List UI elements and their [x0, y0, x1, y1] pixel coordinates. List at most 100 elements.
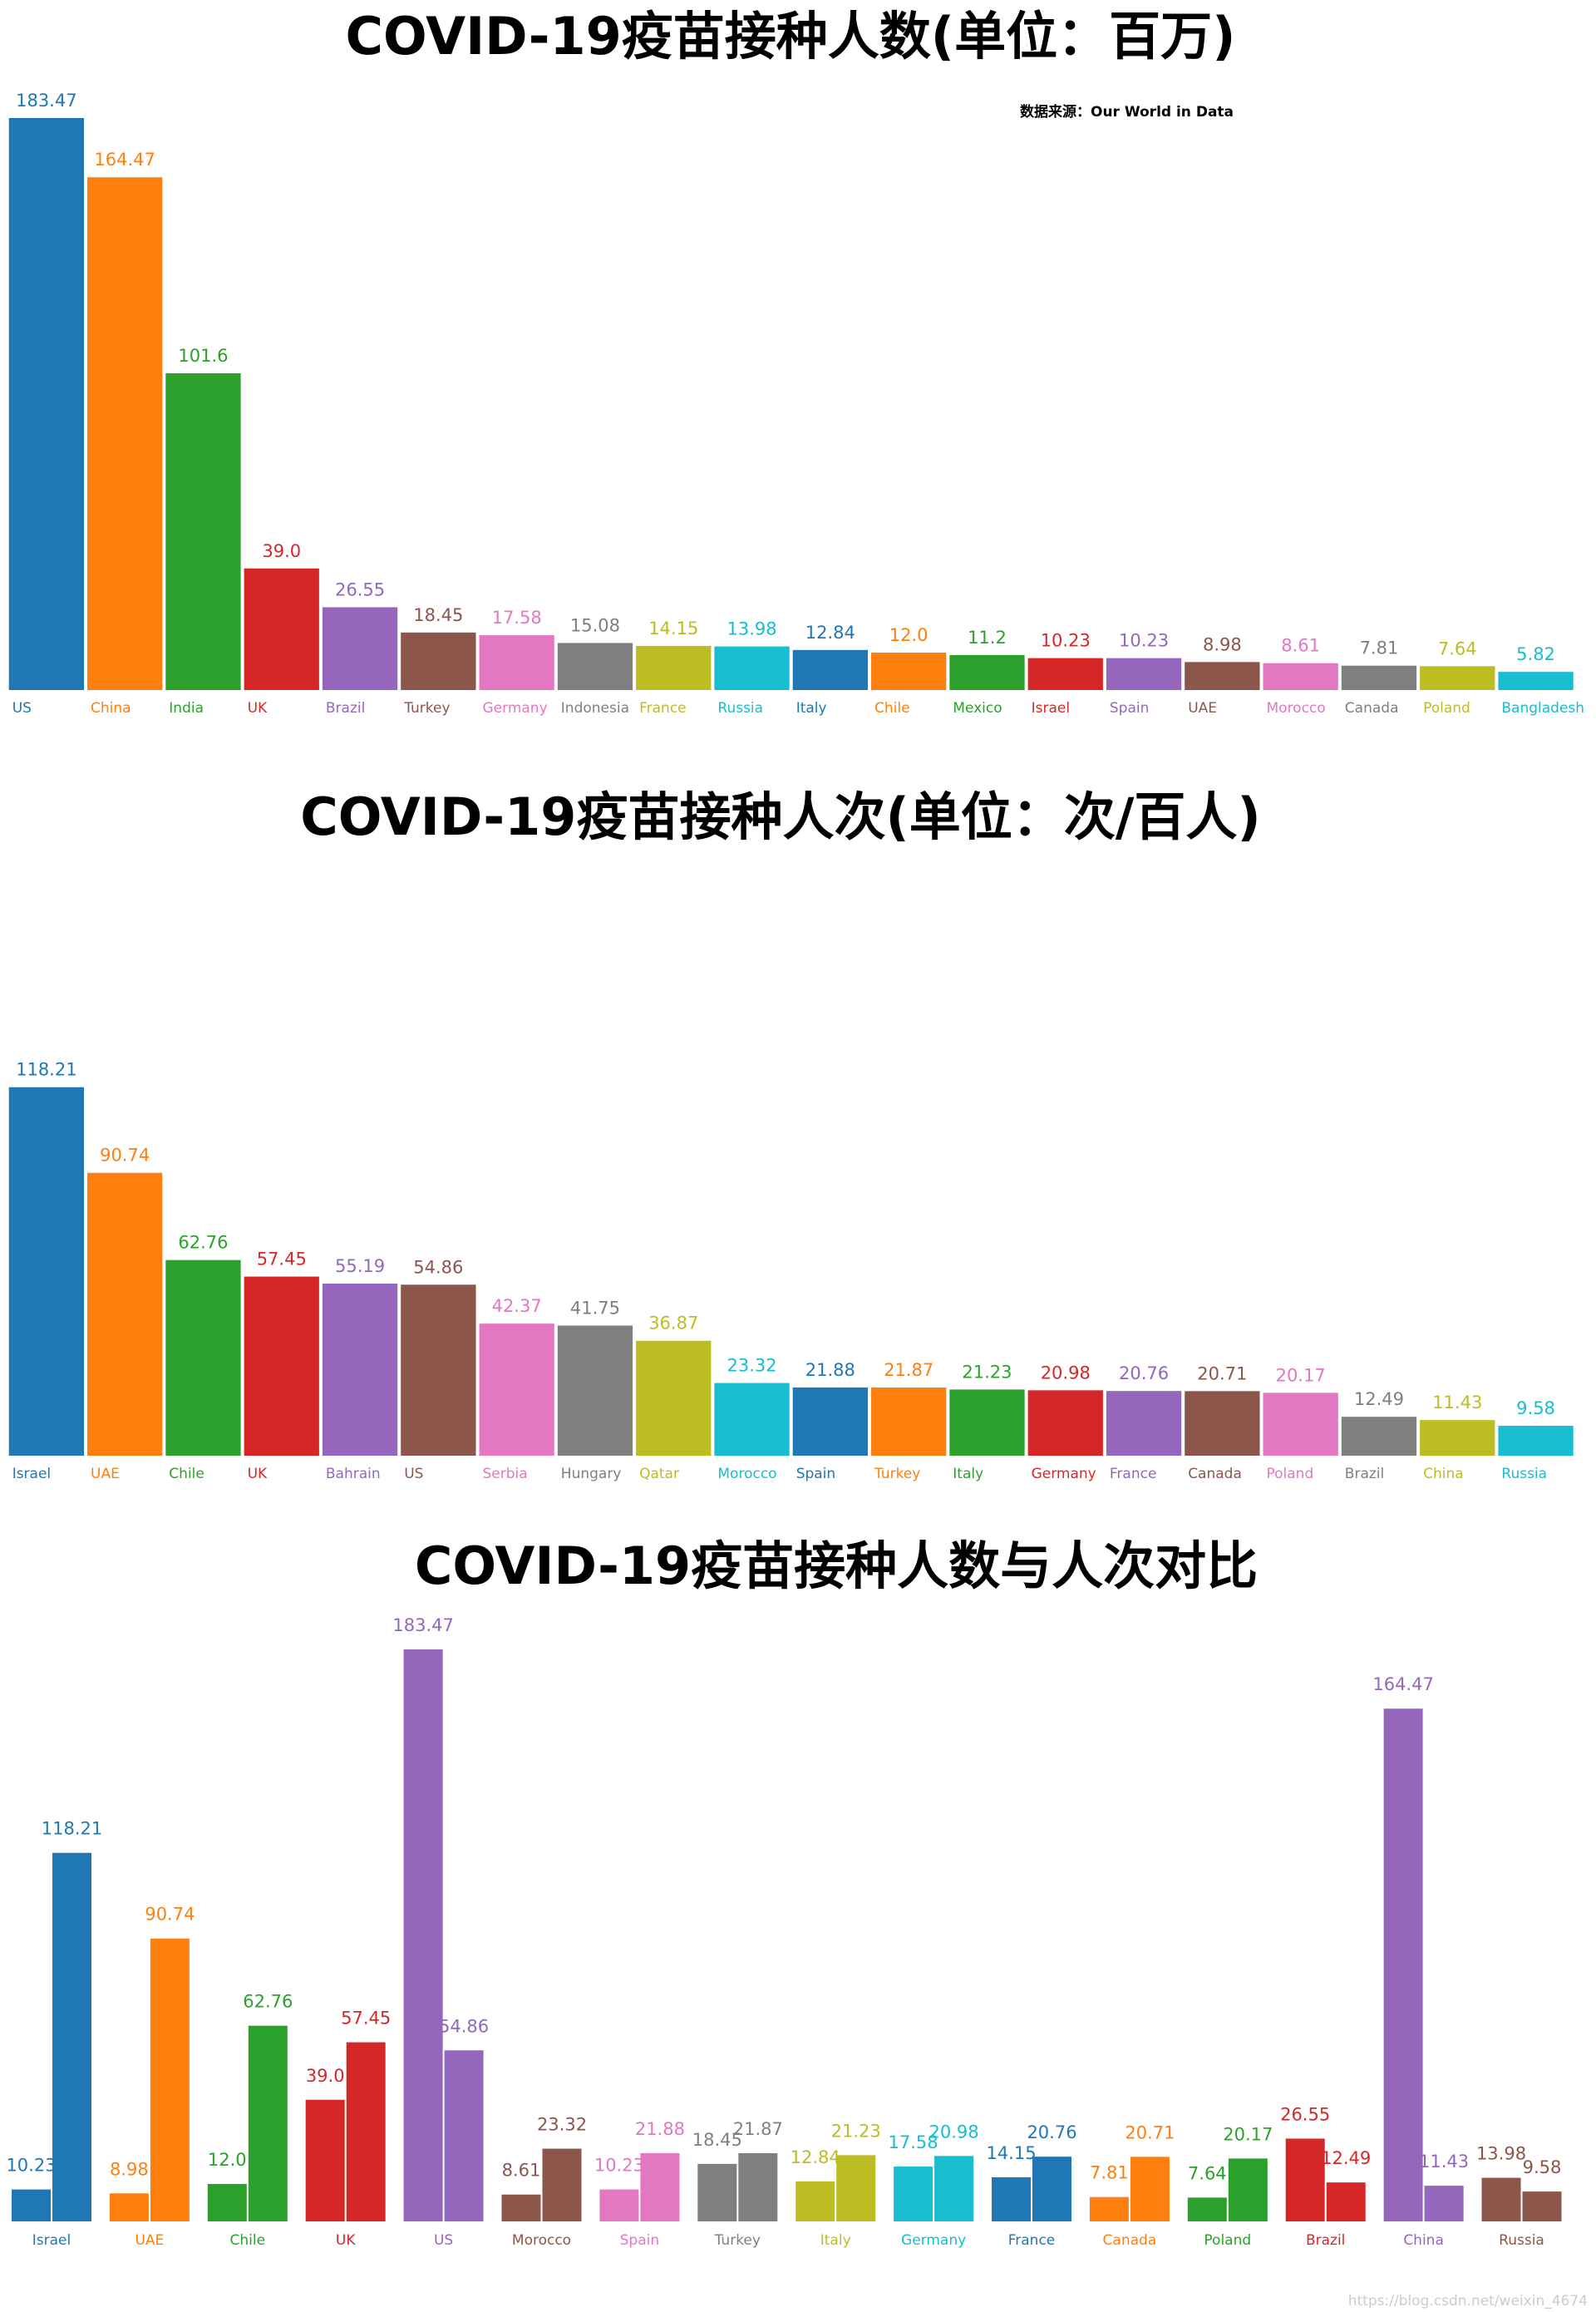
bar	[949, 655, 1025, 690]
bar	[1341, 1417, 1417, 1456]
value-label: 26.55	[1280, 2104, 1330, 2124]
x-tick-label: Indonesia	[561, 700, 629, 717]
bar	[1185, 1391, 1260, 1456]
bar	[87, 1172, 163, 1456]
x-tick-label: France	[639, 700, 687, 717]
bar	[1106, 1391, 1182, 1456]
value-label: 17.58	[889, 2132, 938, 2152]
bar	[992, 2176, 1031, 2221]
bar	[150, 1938, 190, 2221]
x-tick-label: Russia	[1499, 2232, 1544, 2249]
bar	[1285, 2138, 1325, 2221]
value-label: 54.86	[413, 1257, 463, 1277]
x-tick-label: Poland	[1423, 700, 1470, 717]
x-tick-label: Hungary	[561, 1466, 622, 1482]
value-label: 13.98	[1476, 2144, 1526, 2164]
bar	[1326, 2182, 1366, 2221]
bar	[1420, 1420, 1495, 1456]
x-tick-label: Qatar	[639, 1466, 679, 1482]
value-label: 15.08	[570, 615, 620, 635]
x-tick-label: Israel	[32, 2232, 71, 2249]
x-tick-label: Israel	[12, 1466, 51, 1482]
value-label: 12.84	[805, 623, 855, 643]
bar	[244, 1276, 319, 1456]
x-tick-label: India	[169, 700, 204, 717]
value-label: 39.0	[262, 541, 301, 561]
x-tick-label: US	[404, 1466, 423, 1482]
value-label: 36.87	[648, 1314, 698, 1333]
value-label: 54.86	[439, 2016, 489, 2036]
bar	[796, 2181, 835, 2221]
value-label: 8.98	[110, 2159, 149, 2179]
bar	[305, 2099, 345, 2221]
value-label: 21.23	[831, 2121, 881, 2141]
bar	[165, 1260, 241, 1456]
value-label: 17.58	[492, 608, 542, 628]
x-tick-label: UK	[248, 700, 268, 717]
chart-title: COVID-19疫苗接种人次(单位：次/百人)	[300, 786, 1261, 847]
value-label: 10.23	[594, 2156, 644, 2176]
x-tick-label: France	[1110, 1466, 1157, 1482]
value-label: 7.81	[1360, 638, 1399, 658]
x-tick-label: Brazil	[1345, 1466, 1384, 1482]
bar	[165, 373, 241, 690]
value-label: 12.0	[208, 2150, 247, 2170]
value-label: 13.98	[727, 619, 776, 639]
bar	[1522, 2191, 1562, 2221]
x-tick-label: Turkey	[403, 700, 450, 717]
bar	[1341, 665, 1417, 690]
value-label: 21.88	[805, 1360, 855, 1380]
value-label: 9.58	[1516, 1398, 1555, 1418]
x-tick-label: Italy	[953, 1466, 983, 1482]
x-tick-label: Russia	[717, 700, 763, 717]
x-tick-label: Italy	[796, 700, 827, 717]
value-label: 9.58	[1523, 2157, 1562, 2177]
x-tick-label: Canada	[1103, 2232, 1157, 2249]
value-label: 10.23	[1041, 631, 1091, 651]
bar	[871, 1387, 947, 1456]
x-tick-label: Chile	[874, 700, 910, 717]
bar	[1228, 2158, 1268, 2221]
value-label: 23.32	[727, 1356, 776, 1376]
bar	[401, 632, 476, 690]
x-tick-label: China	[1423, 1466, 1464, 1482]
bar	[52, 1852, 91, 2221]
bar	[640, 2152, 680, 2221]
value-label: 11.43	[1432, 1393, 1482, 1412]
value-label: 26.55	[335, 579, 385, 599]
value-label: 11.43	[1419, 2152, 1469, 2172]
x-tick-label: Mexico	[953, 700, 1002, 717]
bar	[322, 607, 398, 690]
x-tick-label: Germany	[483, 700, 548, 717]
bar	[1420, 666, 1495, 690]
bar	[401, 1284, 476, 1456]
x-tick-label: China	[1403, 2232, 1444, 2249]
value-label: 55.19	[335, 1256, 385, 1276]
value-label: 8.61	[1281, 636, 1320, 656]
value-label: 118.21	[42, 1819, 102, 1839]
bar	[949, 1389, 1025, 1456]
value-label: 10.23	[1119, 631, 1169, 651]
x-tick-label: Canada	[1345, 700, 1399, 717]
value-label: 5.82	[1516, 644, 1555, 664]
bar	[599, 2189, 639, 2221]
bar	[1498, 1426, 1574, 1456]
value-label: 90.74	[100, 1146, 150, 1166]
x-tick-label: Brazil	[1306, 2232, 1345, 2249]
bar	[1498, 672, 1574, 690]
value-label: 18.45	[413, 605, 463, 625]
x-tick-label: Chile	[169, 1466, 204, 1482]
value-label: 39.0	[306, 2066, 345, 2086]
bar	[1263, 663, 1338, 690]
x-tick-label: Chile	[230, 2232, 266, 2249]
x-tick-label: US	[434, 2232, 453, 2249]
value-label: 18.45	[692, 2130, 742, 2150]
value-label: 11.2	[968, 628, 1007, 648]
value-label: 90.74	[145, 1905, 195, 1925]
value-label: 7.64	[1438, 638, 1477, 658]
bar	[1027, 658, 1103, 690]
x-tick-label: US	[12, 700, 32, 717]
bar	[1424, 2186, 1464, 2221]
bar	[636, 1340, 712, 1456]
